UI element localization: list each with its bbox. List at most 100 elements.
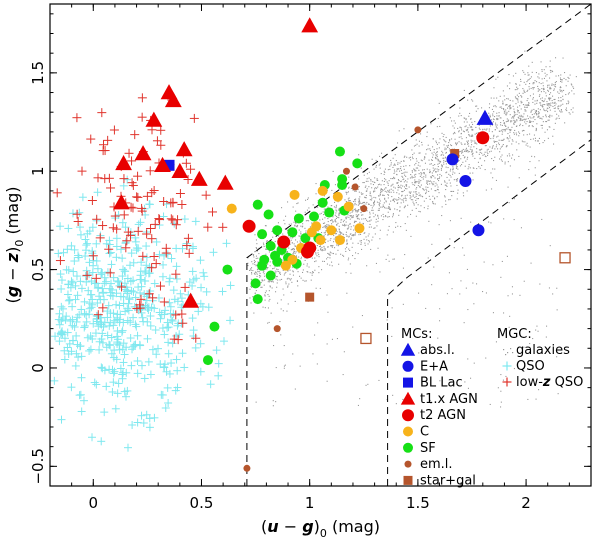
galaxy-point: [324, 248, 326, 250]
galaxy-point: [549, 88, 551, 90]
galaxy-point: [559, 89, 561, 91]
galaxy-point: [527, 115, 529, 117]
galaxy-point: [539, 94, 541, 96]
galaxy-point: [289, 273, 291, 275]
galaxy-point: [385, 207, 387, 209]
lowz-qso-point: [159, 197, 169, 207]
galaxy-point: [379, 238, 381, 240]
qso-point: [172, 274, 181, 283]
galaxy-point: [360, 212, 362, 214]
galaxy-point: [563, 77, 565, 79]
galaxy-point: [434, 197, 436, 199]
galaxy-point: [409, 177, 411, 179]
legend-marker-sf: [403, 442, 413, 453]
galaxy-point: [356, 218, 358, 220]
galaxy-point: [400, 187, 402, 189]
galaxy-point: [255, 401, 257, 403]
galaxy-point: [341, 232, 343, 234]
galaxy-point: [465, 137, 467, 139]
galaxy-point: [546, 129, 548, 131]
qso-point: [180, 215, 189, 224]
galaxy-point: [526, 106, 528, 108]
galaxy-point: [357, 242, 359, 244]
qso-point: [209, 248, 218, 257]
galaxy-point: [565, 85, 567, 87]
galaxy-point: [500, 146, 502, 148]
galaxy-point: [369, 223, 371, 225]
qso-point: [140, 374, 149, 383]
galaxy-point: [505, 146, 507, 148]
qso-point: [80, 297, 89, 306]
galaxy-point: [523, 134, 525, 136]
galaxy-point: [469, 172, 471, 174]
galaxy-point: [464, 149, 466, 151]
qso-point: [116, 364, 125, 373]
galaxy-point: [528, 86, 530, 88]
qso-point: [55, 320, 64, 329]
galaxy-point: [282, 233, 284, 235]
galaxy-point: [420, 159, 422, 161]
galaxy-point: [547, 119, 549, 121]
galaxy-point: [453, 190, 455, 192]
galaxy-point: [421, 172, 423, 174]
galaxy-point: [357, 404, 359, 406]
galaxy-point: [355, 252, 357, 254]
galaxy-point: [433, 151, 435, 153]
galaxy-point: [467, 151, 469, 153]
galaxy-point: [349, 212, 351, 214]
galaxy-point: [562, 57, 564, 59]
galaxy-point: [454, 132, 456, 134]
qso-point: [58, 314, 67, 323]
galaxy-point: [420, 195, 422, 197]
qso-point: [118, 374, 127, 383]
galaxy-point: [521, 96, 523, 98]
qso-point: [94, 322, 103, 331]
galaxy-point: [295, 225, 297, 227]
galaxy-point: [255, 257, 257, 259]
galaxy-point: [294, 245, 296, 247]
galaxy-point: [314, 261, 316, 263]
galaxy-point: [415, 162, 417, 164]
galaxy-point: [367, 235, 369, 237]
galaxy-point: [326, 258, 328, 260]
galaxy-point: [269, 280, 271, 282]
galaxy-point: [504, 161, 506, 163]
qso-point: [105, 284, 114, 293]
galaxy-point: [543, 88, 545, 90]
galaxy-point: [277, 302, 279, 304]
galaxy-point: [432, 201, 434, 203]
galaxy-point: [501, 139, 503, 141]
qso-point: [88, 334, 97, 343]
qso-point: [92, 256, 101, 265]
galaxy-point: [294, 300, 296, 302]
galaxy-point: [519, 125, 521, 127]
galaxy-point: [494, 156, 496, 158]
lowz-qso-point: [110, 211, 120, 221]
galaxy-point: [537, 76, 539, 78]
galaxy-point: [327, 224, 329, 226]
galaxy-point: [512, 105, 514, 107]
sf-point: [352, 158, 363, 169]
galaxy-point: [527, 118, 529, 120]
galaxy-point: [477, 132, 479, 134]
qso-point: [112, 242, 121, 251]
galaxy-point: [439, 380, 441, 382]
galaxy-point: [493, 140, 495, 142]
galaxy-point: [262, 280, 264, 282]
galaxy-point: [515, 83, 517, 85]
lowz-qso-point: [103, 135, 113, 145]
galaxy-point: [511, 293, 513, 295]
galaxy-point: [499, 151, 501, 153]
galaxy-point: [559, 105, 561, 107]
galaxy-point: [554, 110, 556, 112]
qso-point: [77, 373, 86, 382]
galaxy-point: [436, 126, 438, 128]
galaxy-point: [402, 176, 404, 178]
galaxy-point: [425, 193, 427, 195]
lowz-qso-point: [117, 282, 127, 292]
galaxy-point: [385, 187, 387, 189]
galaxy-point: [388, 191, 390, 193]
lowz-qso-point: [77, 166, 87, 176]
galaxy-point: [353, 225, 355, 227]
galaxy-point: [514, 114, 516, 116]
